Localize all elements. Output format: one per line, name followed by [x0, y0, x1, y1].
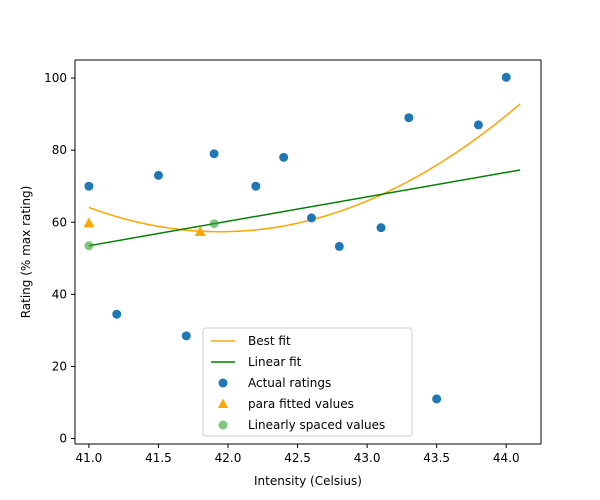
- para-fitted-point: [83, 217, 95, 228]
- y-axis-title: Rating (% max rating): [19, 186, 33, 319]
- best-fit-line: [88, 103, 521, 233]
- legend-label-linear-spaced: Linearly spaced values: [248, 418, 385, 432]
- actual-rating-point: [501, 72, 511, 82]
- x-tick-label: 42.0: [215, 451, 242, 465]
- fit-lines: [88, 103, 521, 247]
- legend-swatch-linear-spaced: [218, 420, 228, 430]
- legend-swatch-para-fitted: [218, 398, 228, 408]
- actual-rating-point: [84, 181, 94, 191]
- legend-box: [202, 327, 413, 437]
- actual-rating-point: [153, 170, 163, 180]
- actual-rating-point: [251, 181, 261, 191]
- x-tick-label: 41.5: [145, 451, 172, 465]
- y-tick-label: 20: [52, 359, 67, 373]
- actual-rating-point: [404, 113, 414, 123]
- x-tick-label: 44.0: [493, 451, 520, 465]
- legend-label-actual-ratings: Actual ratings: [248, 376, 331, 390]
- para-fitted-point: [194, 226, 206, 237]
- legend: Best fit Linear fit Actual ratings para …: [202, 327, 413, 437]
- legend-swatch-actual-ratings: [218, 378, 228, 388]
- markers: [83, 72, 511, 404]
- linear-spaced-point: [209, 219, 219, 229]
- actual-rating-point: [376, 223, 386, 233]
- x-tick-label: 43.5: [423, 451, 450, 465]
- actual-rating-point: [473, 120, 483, 130]
- legend-label-best-fit: Best fit: [248, 334, 291, 348]
- actual-rating-point: [181, 331, 191, 341]
- y-tick-label: 80: [52, 143, 67, 157]
- actual-rating-point: [432, 394, 442, 404]
- legend-label-para-fitted: para fitted values: [248, 397, 354, 411]
- y-tick-label: 40: [52, 287, 67, 301]
- x-tick-label: 43.0: [354, 451, 381, 465]
- actual-rating-point: [306, 213, 316, 223]
- y-tick-label: 60: [52, 215, 67, 229]
- actual-rating-point: [112, 309, 122, 319]
- x-axis-title: Intensity (Celsius): [254, 474, 362, 488]
- linear-spaced-point: [84, 241, 94, 251]
- y-tick-label: 0: [59, 432, 67, 446]
- y-tick-label: 100: [44, 71, 67, 85]
- actual-rating-point: [334, 241, 344, 251]
- plot-frame: [74, 59, 542, 445]
- linear-fit-line: [88, 169, 521, 247]
- legend-label-linear-fit: Linear fit: [248, 355, 302, 369]
- x-tick-label: 42.5: [284, 451, 311, 465]
- x-tick-label: 41.0: [76, 451, 103, 465]
- y-axis-ticks: 0 20 40 60 80 100: [44, 71, 75, 446]
- actual-rating-point: [209, 149, 219, 159]
- x-axis-ticks: 41.0 41.5 42.0 42.5 43.0 43.5 44.0: [76, 444, 520, 465]
- actual-rating-point: [279, 152, 289, 162]
